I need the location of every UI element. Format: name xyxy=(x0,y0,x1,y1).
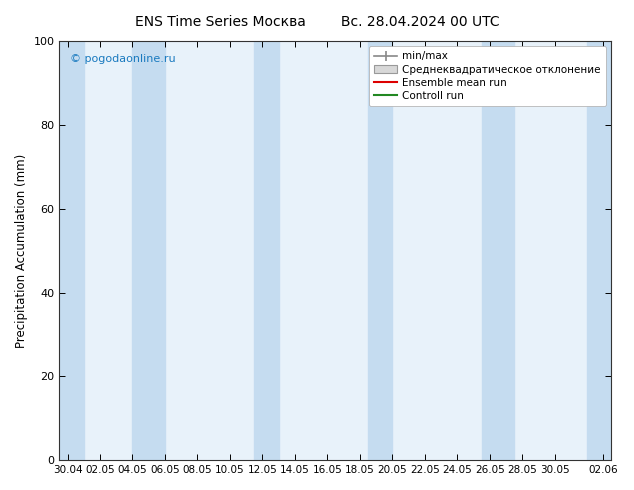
Bar xyxy=(482,41,514,460)
Y-axis label: Precipitation Accumulation (mm): Precipitation Accumulation (mm) xyxy=(15,153,28,348)
Text: ENS Time Series Москва        Вс. 28.04.2024 00 UTC: ENS Time Series Москва Вс. 28.04.2024 00… xyxy=(134,15,500,29)
Bar xyxy=(368,41,392,460)
Bar xyxy=(587,41,611,460)
Bar xyxy=(133,41,165,460)
Bar xyxy=(60,41,84,460)
Legend: min/max, Среднеквадратическое отклонение, Ensemble mean run, Controll run: min/max, Среднеквадратическое отклонение… xyxy=(369,46,606,106)
Text: © pogodaonline.ru: © pogodaonline.ru xyxy=(70,53,176,64)
Bar xyxy=(254,41,278,460)
